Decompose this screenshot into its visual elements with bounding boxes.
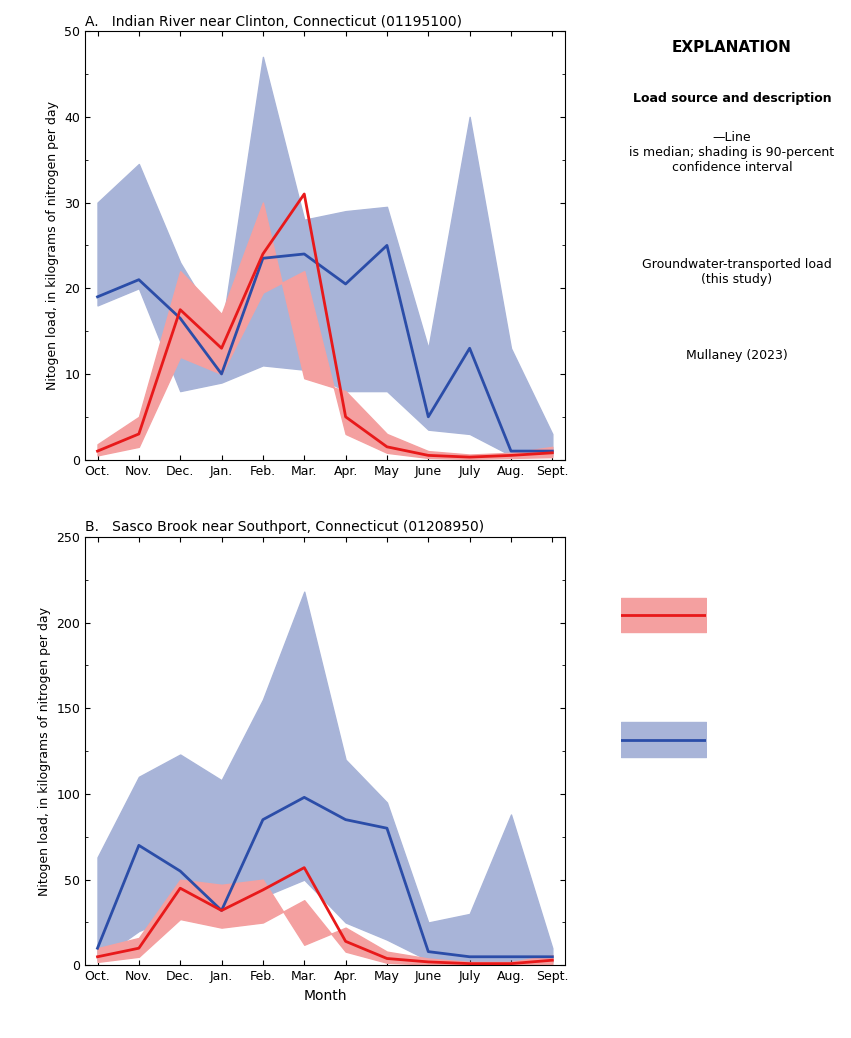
- Text: Mullaney (2023): Mullaney (2023): [686, 350, 787, 362]
- Text: Load source and description: Load source and description: [632, 92, 831, 105]
- Y-axis label: Nitogen load, in kilograms of nitrogen per day: Nitogen load, in kilograms of nitrogen p…: [46, 101, 59, 390]
- Y-axis label: Nitogen load, in kilograms of nitrogen per day: Nitogen load, in kilograms of nitrogen p…: [37, 606, 51, 896]
- Text: A.   Indian River near Clinton, Connecticut (01195100): A. Indian River near Clinton, Connecticu…: [85, 15, 462, 29]
- X-axis label: Month: Month: [303, 989, 346, 1003]
- Text: —Line
is median; shading is 90-percent
confidence interval: —Line is median; shading is 90-percent c…: [629, 132, 835, 174]
- Text: Groundwater-transported load
(this study): Groundwater-transported load (this study…: [642, 257, 831, 285]
- Text: EXPLANATION: EXPLANATION: [672, 39, 791, 55]
- Text: B.   Sasco Brook near Southport, Connecticut (01208950): B. Sasco Brook near Southport, Connectic…: [85, 520, 484, 535]
